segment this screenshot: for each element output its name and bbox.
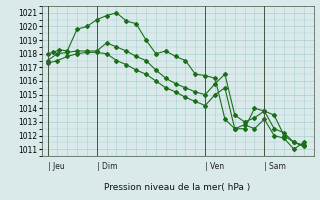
Text: | Dim: | Dim [97, 162, 117, 171]
Text: Pression niveau de la mer( hPa ): Pression niveau de la mer( hPa ) [104, 183, 251, 192]
Text: | Sam: | Sam [264, 162, 286, 171]
Text: | Jeu: | Jeu [47, 162, 64, 171]
Text: | Ven: | Ven [205, 162, 224, 171]
